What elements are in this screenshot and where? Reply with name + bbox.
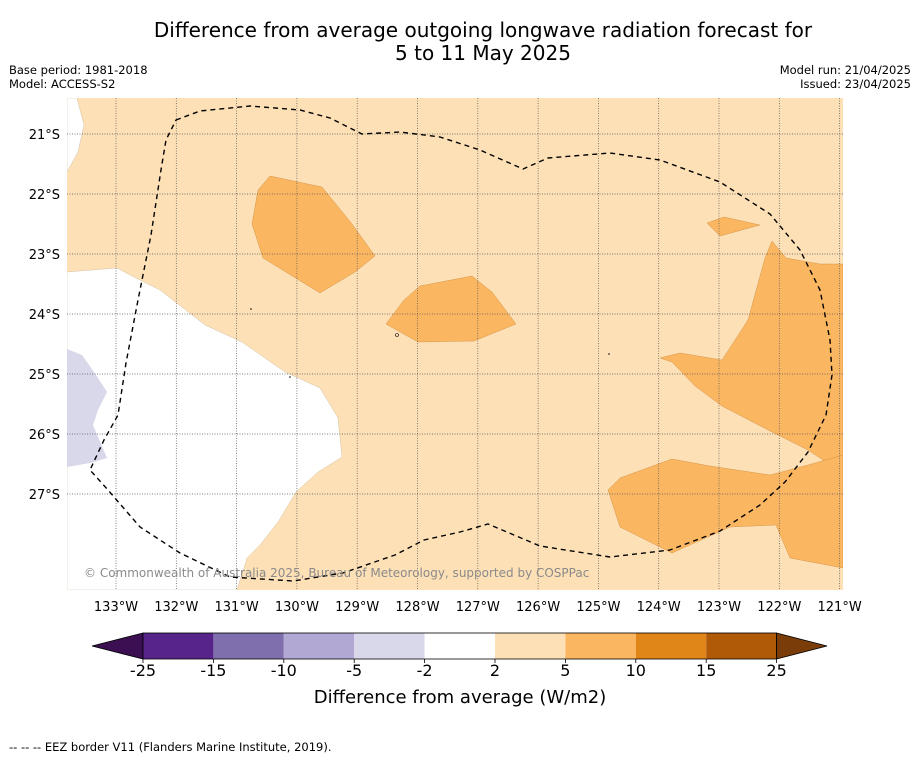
colorbar-label: Difference from average (W/m2) xyxy=(314,687,606,708)
longitude-label: 130°W xyxy=(275,600,319,615)
island-marker xyxy=(289,376,291,378)
colorbar-tick-label: 25 xyxy=(766,661,786,680)
colorbar xyxy=(91,632,828,660)
chart-title: Difference from average outgoing longwav… xyxy=(0,19,919,65)
latitude-labels: 21°S 22°S 23°S 24°S 25°S 26°S 27°S xyxy=(29,128,60,503)
colorbar-segment xyxy=(283,633,355,659)
longitude-label: 122°W xyxy=(757,600,801,615)
island-marker xyxy=(395,333,399,337)
longitude-label: 129°W xyxy=(335,600,379,615)
longitude-label: 124°W xyxy=(637,600,681,615)
colorbar-segment xyxy=(565,633,636,659)
colorbar-segment xyxy=(495,633,566,659)
colorbar-extend-low xyxy=(91,632,144,660)
meta-left: Base period: 1981-2018 Model: ACCESS-S2 xyxy=(9,63,148,91)
longitude-label: 132°W xyxy=(154,600,198,615)
latitude-label: 24°S xyxy=(29,308,60,323)
colorbar-segment xyxy=(424,633,495,659)
meta-right: Model run: 21/04/2025 Issued: 23/04/2025 xyxy=(780,63,911,91)
colorbar-tick-label: 10 xyxy=(626,661,646,680)
blob-4 xyxy=(659,240,843,463)
colorbar-tick-label: 2 xyxy=(490,661,500,680)
longitude-label: 126°W xyxy=(516,600,560,615)
colorbar-tick-label: 5 xyxy=(560,661,570,680)
colorbar-tick-label: -10 xyxy=(271,661,297,680)
model-name: Model: ACCESS-S2 xyxy=(9,77,116,91)
latitude-label: 26°S xyxy=(29,428,60,443)
field-light-purple xyxy=(67,349,107,467)
longitude-label: 127°W xyxy=(456,600,500,615)
colorbar-segment xyxy=(635,633,707,659)
latitude-label: 21°S xyxy=(29,128,60,143)
colorbar-tick-label: -15 xyxy=(200,661,226,680)
colorbar-tick-label: -25 xyxy=(130,661,156,680)
colorbar-frame xyxy=(142,632,777,660)
colorbar-extend-high xyxy=(776,632,828,660)
longitude-label: 121°W xyxy=(818,600,862,615)
latitude-label: 23°S xyxy=(29,248,60,263)
colorbar-tick-label: -5 xyxy=(346,661,362,680)
issued-date: Issued: 23/04/2025 xyxy=(800,77,911,91)
longitude-labels: 133°W 132°W 131°W 130°W 129°W 128°W 127°W 126°W… xyxy=(94,600,862,615)
colorbar-segment xyxy=(143,633,214,659)
blob-3 xyxy=(706,216,761,237)
colorbar-segment xyxy=(213,633,284,659)
latitude-label: 25°S xyxy=(29,368,60,383)
blob-1 xyxy=(251,175,376,294)
title-line-2: 5 to 11 May 2025 xyxy=(395,41,571,65)
colorbar-segment xyxy=(354,633,425,659)
latitude-label: 22°S xyxy=(29,188,60,203)
blob-2 xyxy=(385,275,517,343)
longitude-label: 128°W xyxy=(395,600,439,615)
colorbar-segment xyxy=(706,633,777,659)
eez-border xyxy=(89,105,833,582)
eez-legend-note: -- -- -- EEZ border V11 (Flanders Marine… xyxy=(9,740,332,754)
field-white-corner xyxy=(67,98,85,173)
copyright-credit: © Commonwealth of Australia 2025, Bureau… xyxy=(84,566,589,580)
colorbar-tick-label: -2 xyxy=(417,661,433,680)
map-area: © Commonwealth of Australia 2025, Bureau… xyxy=(67,98,843,590)
longitude-label: 133°W xyxy=(94,600,138,615)
colorbar-ticks: -25 -15 -10 -5 -2 2 5 10 15 25 xyxy=(130,659,787,680)
title-line-1: Difference from average outgoing longwav… xyxy=(153,18,813,42)
model-run: Model run: 21/04/2025 xyxy=(779,63,911,77)
longitude-label: 123°W xyxy=(697,600,741,615)
latitude-label: 27°S xyxy=(29,488,60,503)
island-marker xyxy=(608,353,610,355)
longitude-label: 131°W xyxy=(215,600,259,615)
gridlines xyxy=(67,98,843,590)
island-marker xyxy=(250,308,252,310)
colorbar-tick-label: 15 xyxy=(696,661,716,680)
base-period: Base period: 1981-2018 xyxy=(9,63,148,77)
field-white xyxy=(67,267,343,590)
longitude-label: 125°W xyxy=(576,600,620,615)
